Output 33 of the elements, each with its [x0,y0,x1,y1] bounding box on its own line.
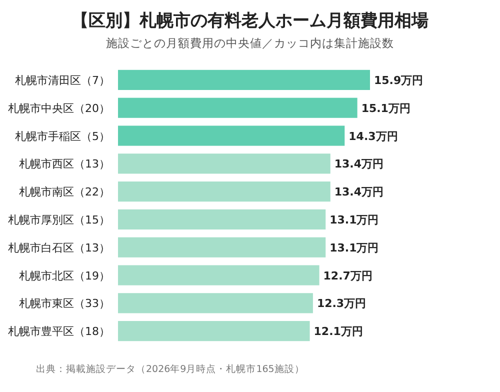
bar [118,293,313,314]
chart-subtitle: 施設ごとの月額費用の中央値／カッコ内は集計施設数 [106,36,394,50]
chart-title: 【区別】札幌市の有料老人ホーム月額費用相場 [72,11,428,31]
data-label: 12.7万円 [323,269,372,282]
bar [118,209,326,230]
bar [118,182,330,202]
y-tick-label: 札幌市白石区（13） [8,241,110,254]
y-tick-label: 札幌市北区（19） [19,269,110,282]
data-label: 13.1万円 [330,213,379,226]
bar [118,70,370,90]
y-tick-label: 札幌市西区（13） [19,158,110,171]
data-label: 15.1万円 [361,102,410,115]
y-tick-label: 札幌市東区（33） [19,297,110,310]
data-label: 13.4万円 [334,186,384,199]
y-tick-label: 札幌市南区（22） [19,186,110,199]
bar [118,265,320,286]
data-label: 13.1万円 [330,241,379,254]
data-label: 15.9万円 [374,74,424,87]
source-note: 出典：掲載施設データ（2026年9月時点・札幌市165施設） [36,363,304,375]
y-tick-label: 札幌市手稲区（5） [15,130,110,143]
bar [118,126,345,146]
y-tick-label: 札幌市厚別区（15） [8,213,110,226]
y-tick-label: 札幌市中央区（20） [8,102,110,115]
bar [118,154,330,174]
data-label: 14.3万円 [348,130,398,143]
data-label: 12.1万円 [314,325,363,338]
data-label: 12.3万円 [316,297,366,310]
bar [118,98,358,118]
bar [118,237,326,258]
data-label: 13.4万円 [334,158,384,171]
bar [118,321,310,342]
y-tick-label: 札幌市豊平区（18） [8,325,110,338]
y-tick-label: 札幌市清田区（7） [15,74,110,87]
